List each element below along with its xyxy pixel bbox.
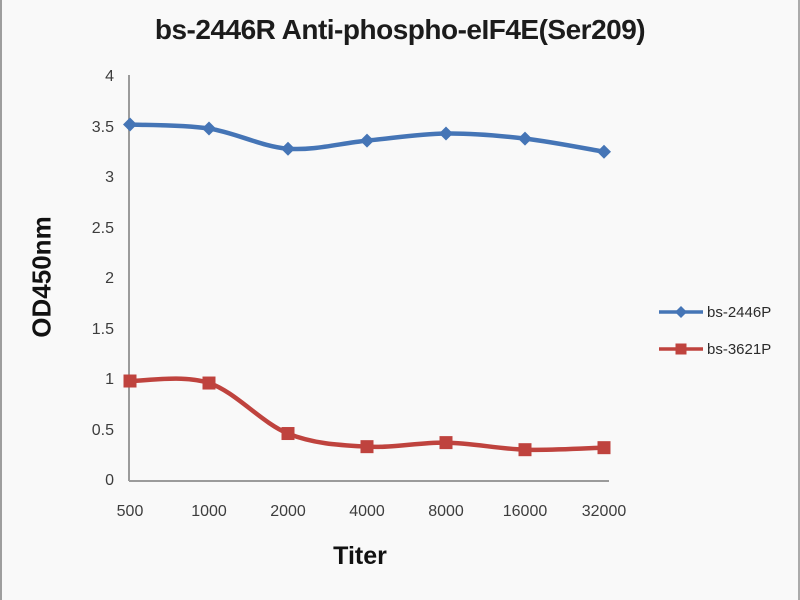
square-marker (439, 436, 453, 450)
square-marker (281, 427, 295, 441)
square-marker (597, 441, 611, 455)
legend-item-bs-2446P: bs-2446P (658, 302, 771, 322)
diamond-marker (439, 126, 453, 141)
x-tick-label: 1000 (191, 503, 227, 520)
y-tick-label: 4 (105, 68, 114, 85)
y-tick-label: 3.5 (91, 118, 114, 136)
diamond-marker (518, 131, 532, 146)
legend-label: bs-2446P (707, 303, 772, 321)
diamond-marker (597, 144, 611, 159)
x-tick-label: 32000 (581, 503, 627, 520)
x-tick-label: 500 (116, 503, 144, 520)
legend-label: bs-3621P (707, 340, 772, 358)
square-marker (123, 374, 137, 388)
x-tick-label: 2000 (270, 503, 306, 520)
y-tick-label: 1.5 (91, 320, 114, 338)
diamond-marker (360, 133, 374, 148)
square-marker (518, 443, 532, 457)
x-tick-label: 8000 (428, 503, 464, 520)
x-axis-title: Titer (333, 542, 387, 570)
x-tick-label: 16000 (502, 503, 548, 520)
y-tick-label: 0.5 (91, 421, 114, 439)
y-tick-label: 0 (105, 472, 114, 489)
legend-item-bs-3621P: bs-3621P (658, 339, 771, 359)
diamond-marker (202, 121, 216, 136)
series-line-bs-3621P (127, 376, 607, 453)
y-tick-label: 3 (105, 169, 114, 186)
y-tick-label: 2.5 (91, 219, 114, 237)
legend-marker-square-icon (659, 343, 703, 355)
chart-title: bs-2446R Anti-phospho-eIF4E(Ser209) (154, 14, 646, 45)
diamond-marker (281, 141, 295, 156)
legend-marker-diamond-icon (659, 306, 703, 318)
x-tick-label: 4000 (349, 503, 385, 520)
diamond-marker (123, 117, 137, 132)
y-tick-label: 2 (105, 270, 114, 287)
square-marker (360, 440, 374, 454)
square-marker (202, 376, 216, 390)
y-tick-label: 1 (105, 371, 114, 388)
